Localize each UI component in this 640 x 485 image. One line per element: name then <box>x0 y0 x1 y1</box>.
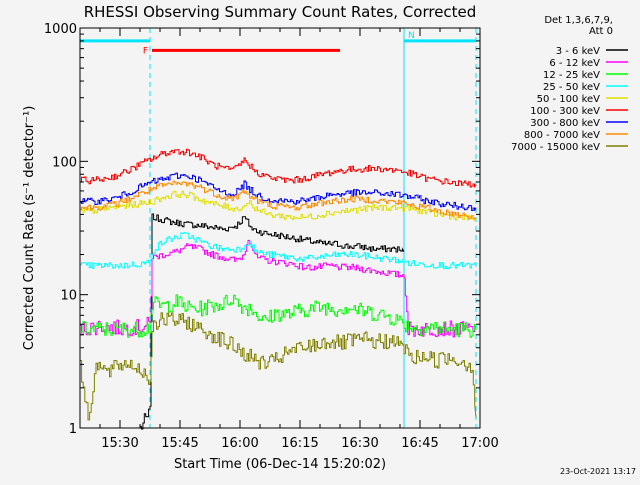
y-tick-label-0: 1 <box>69 422 77 437</box>
legend-title-line-0: Det 1,3,6,7,9, <box>544 15 613 26</box>
x-tick-label-4: 16:30 <box>341 436 378 451</box>
legend-label-1: 6 - 12 keV <box>549 58 600 69</box>
series-line-8 <box>80 312 477 421</box>
legend-label-2: 12 - 25 keV <box>543 70 600 81</box>
x-tick-label-0: 15:30 <box>101 436 138 451</box>
legend-title-line-1: Att 0 <box>589 26 613 37</box>
x-tick-label-3: 16:15 <box>281 436 318 451</box>
x-tick-label-2: 16:00 <box>221 436 258 451</box>
legend-label-5: 100 - 300 keV <box>530 106 600 117</box>
flag-label-1: N <box>408 31 415 41</box>
series-line-7 <box>80 180 477 220</box>
plot-area: NF <box>80 28 477 430</box>
legend-label-4: 50 - 100 keV <box>537 94 601 105</box>
x-tick-label-1: 15:45 <box>161 436 198 451</box>
flag-label-2: F <box>143 46 148 56</box>
footer-date: 23-Oct-2021 13:17 <box>560 467 636 476</box>
legend-label-3: 25 - 50 keV <box>543 82 600 93</box>
legend-label-6: 300 - 800 keV <box>530 118 600 129</box>
series-line-0 <box>140 213 405 430</box>
y-tick-label-1: 10 <box>60 289 77 304</box>
y-tick-label-3: 1000 <box>44 22 77 37</box>
series-line-2 <box>80 294 477 338</box>
legend-label-8: 7000 - 15000 keV <box>511 142 600 153</box>
y-axis-label: Corrected Count Rate (s⁻¹ detector⁻¹) <box>22 106 37 351</box>
legend-label-7: 800 - 7000 keV <box>524 130 600 141</box>
series-line-6 <box>80 172 477 211</box>
series-line-3 <box>80 232 477 270</box>
axes: 15:30 15:45 16:00 16:15 16:30 16:45 17:00 1 10 10… <box>44 22 499 451</box>
legend-label-0: 3 - 6 keV <box>556 46 600 57</box>
chart-title: RHESSI Observing Summary Count Rates, Co… <box>84 3 477 21</box>
series-line-5 <box>80 148 477 188</box>
y-tick-label-2: 100 <box>52 155 77 170</box>
x-tick-label-6: 17:00 <box>461 436 498 451</box>
x-tick-label-5: 16:45 <box>401 436 438 451</box>
x-axis-label: Start Time (06-Dec-14 15:20:02) <box>174 457 386 472</box>
series-line-4 <box>80 190 477 222</box>
